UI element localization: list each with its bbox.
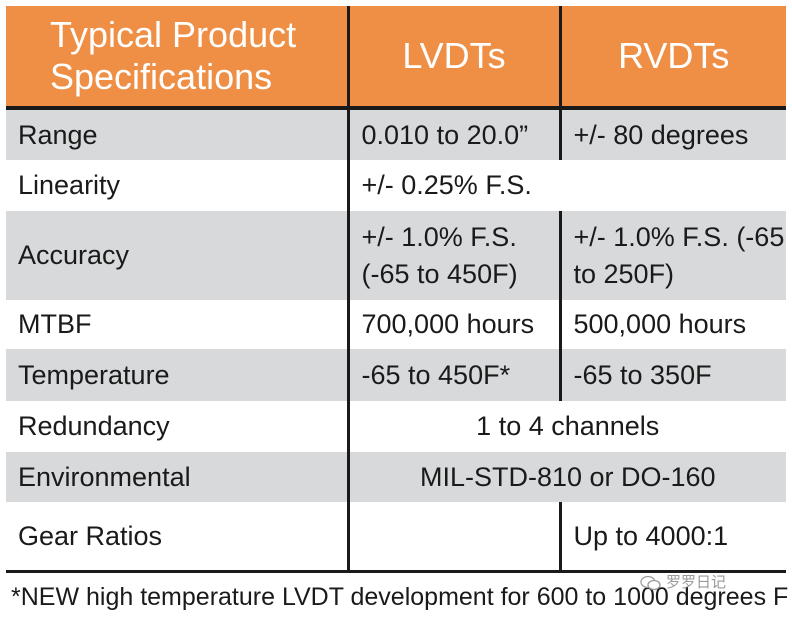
accuracy-lvdt-line1: +/- 1.0% F.S. <box>361 221 517 252</box>
header-lvdts: LVDTs <box>346 6 560 110</box>
range-rvdt: +/- 80 degrees <box>558 108 786 160</box>
range-label: Range <box>6 108 348 160</box>
temperature-label: Temperature <box>6 349 348 401</box>
row-accuracy: Accuracy +/- 1.0% F.S. (-65 to 450F) +/-… <box>6 211 786 300</box>
accuracy-label: Accuracy <box>6 211 348 300</box>
accuracy-rvdt-line1: +/- 1.0% F.S. (-65 <box>573 221 785 252</box>
row-linearity: Linearity +/- 0.25% F.S. <box>6 160 786 211</box>
row-mtbf: MTBF 700,000 hours 500,000 hours <box>6 300 786 349</box>
watermark-text: 罗罗日记 <box>666 573 727 591</box>
row-temperature: Temperature -65 to 450F* -65 to 350F <box>6 349 786 401</box>
linearity-value: +/- 0.25% F.S. <box>346 160 786 211</box>
header-rvdts: RVDTs <box>558 6 786 110</box>
redundancy-value: 1 to 4 channels <box>346 401 786 452</box>
gear-ratios-lvdt <box>346 502 560 573</box>
row-range: Range 0.010 to 20.0” +/- 80 degrees <box>6 108 786 160</box>
linearity-label: Linearity <box>6 160 348 211</box>
header-line2: Specifications <box>50 56 273 97</box>
header-line1: Typical Product <box>50 14 297 55</box>
row-gear-ratios: Gear Ratios Up to 4000:1 <box>6 502 786 573</box>
header-row: Typical Product Specifications LVDTs RVD… <box>6 6 786 110</box>
wechat-icon <box>640 575 661 590</box>
watermark: 罗罗日记 <box>640 571 726 592</box>
row-redundancy: Redundancy 1 to 4 channels <box>6 401 786 452</box>
spec-table: Typical Product Specifications LVDTs RVD… <box>6 6 786 573</box>
header-specifications: Typical Product Specifications <box>6 6 348 110</box>
accuracy-lvdt-line2: (-65 to 450F) <box>361 258 518 289</box>
mtbf-label: MTBF <box>6 300 348 349</box>
gear-ratios-rvdt: Up to 4000:1 <box>558 502 786 573</box>
range-lvdt: 0.010 to 20.0” <box>346 108 560 160</box>
temperature-rvdt: -65 to 350F <box>558 349 786 401</box>
environmental-label: Environmental <box>6 452 348 502</box>
accuracy-lvdt: +/- 1.0% F.S. (-65 to 450F) <box>346 211 560 300</box>
gear-ratios-label: Gear Ratios <box>6 502 348 573</box>
temperature-lvdt: -65 to 450F* <box>346 349 560 401</box>
accuracy-rvdt: +/- 1.0% F.S. (-65 to 250F) <box>558 211 786 300</box>
environmental-value: MIL-STD-810 or DO-160 <box>346 452 786 502</box>
mtbf-lvdt: 700,000 hours <box>346 300 560 349</box>
mtbf-rvdt: 500,000 hours <box>558 300 786 349</box>
accuracy-rvdt-line2: to 250F) <box>573 258 675 289</box>
row-environmental: Environmental MIL-STD-810 or DO-160 <box>6 452 786 502</box>
redundancy-label: Redundancy <box>6 401 348 452</box>
